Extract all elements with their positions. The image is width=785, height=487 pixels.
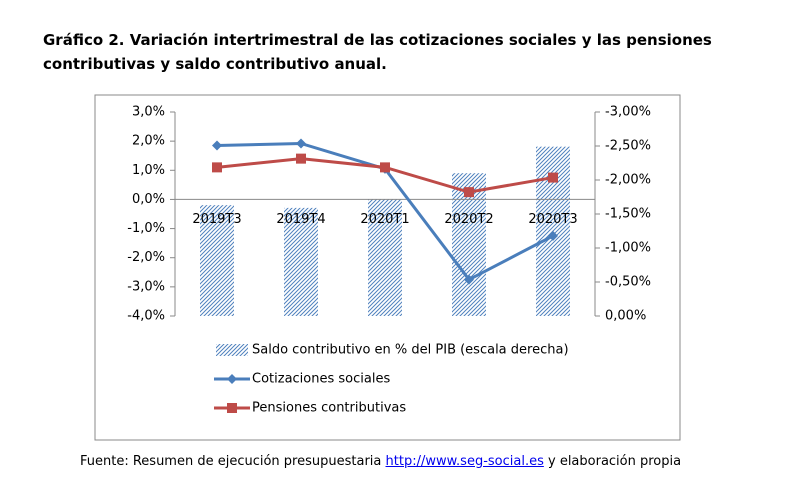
y-tick-label: 0,0% — [132, 192, 165, 207]
chart-frame — [94, 94, 681, 441]
source-prefix: Fuente: Resumen de ejecución presupuesta… — [80, 454, 386, 469]
point — [212, 162, 222, 173]
bar — [284, 207, 318, 316]
point — [548, 172, 558, 183]
point — [464, 274, 474, 285]
point — [464, 187, 474, 198]
x-tick-label: 2020T3 — [528, 212, 577, 227]
y-tick-label: 3,0% — [132, 105, 165, 120]
bar — [200, 205, 234, 316]
bar — [368, 199, 402, 316]
y2-tick-label: -2,50% — [605, 139, 651, 154]
y-tick-label: -4,0% — [127, 309, 165, 324]
chart-title: Gráfico 2. Variación intertrimestral de … — [43, 31, 712, 73]
legend-marker — [227, 403, 237, 413]
point — [212, 140, 222, 151]
source-link[interactable]: http://www.seg-social.es — [385, 454, 544, 469]
legend-marker — [227, 374, 237, 384]
y2-tick-label: -1,00% — [605, 241, 651, 256]
point — [380, 162, 390, 173]
y-tick-label: 1,0% — [132, 163, 165, 178]
source-suffix: y elaboración propia — [543, 454, 682, 469]
y2-tick-label: -1,50% — [605, 207, 651, 222]
y2-tick-label: -0,50% — [605, 275, 651, 290]
x-tick-label: 2020T1 — [360, 212, 409, 227]
y-tick-label: -3,0% — [127, 279, 165, 294]
source: Fuente: Resumen de ejecución presupuesta… — [80, 454, 681, 469]
point — [548, 230, 558, 241]
y-tick-label: 2,0% — [132, 134, 165, 149]
y-tick-label: -2,0% — [127, 250, 165, 265]
legend-label: Saldo contributivo en % del PIB (escala … — [252, 343, 569, 358]
legend-swatch — [216, 344, 248, 356]
legend-label: Pensiones contributivas — [252, 401, 406, 416]
point — [296, 138, 306, 149]
y2-tick-label: -2,00% — [605, 173, 651, 188]
x-tick-label: 2019T3 — [192, 212, 241, 227]
x-tick-label: 2019T4 — [276, 212, 325, 227]
y-tick-label: -1,0% — [127, 221, 165, 236]
y2-tick-label: 0,00% — [605, 309, 646, 324]
y2-tick-label: -3,00% — [605, 105, 651, 120]
point — [296, 153, 306, 164]
legend-label: Cotizaciones sociales — [252, 372, 390, 387]
x-tick-label: 2020T2 — [444, 212, 493, 227]
